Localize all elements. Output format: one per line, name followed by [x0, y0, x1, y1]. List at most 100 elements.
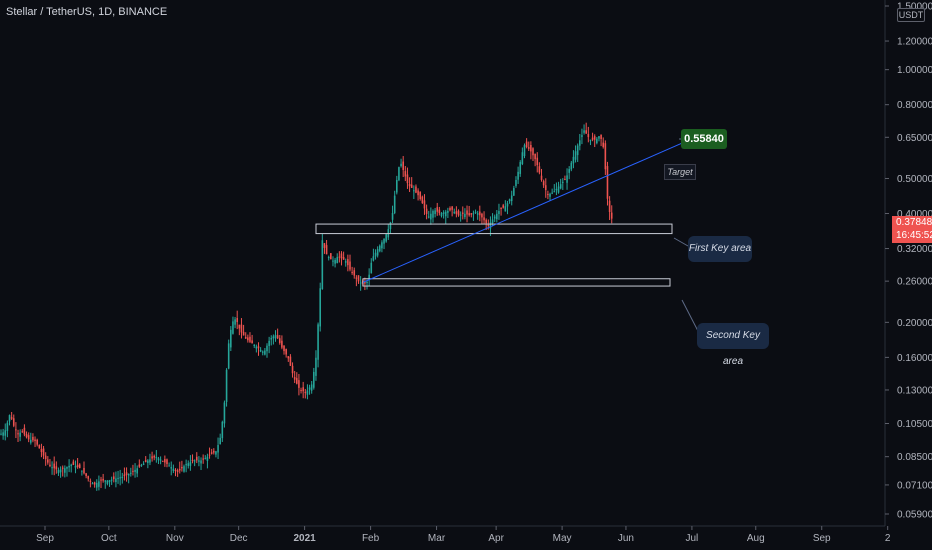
candle-body: [34, 439, 36, 441]
candle-body: [178, 468, 181, 471]
currency-badge[interactable]: USDT: [897, 8, 925, 22]
x-tick-label: Sep: [36, 533, 54, 544]
candle-body: [183, 466, 185, 472]
candle-body: [515, 179, 517, 186]
candle-body: [59, 469, 62, 473]
candle-body: [72, 461, 75, 465]
candle-body: [81, 470, 83, 472]
candle-body: [125, 472, 128, 476]
candle-body: [313, 371, 315, 388]
candle-body: [419, 191, 422, 199]
candle-body: [244, 336, 247, 339]
candle-body: [364, 281, 366, 284]
second-key-area-label[interactable]: Second Key area: [697, 323, 769, 367]
candle-body: [202, 458, 204, 460]
candle-body: [83, 467, 85, 474]
second-key-callout-line: [681, 299, 700, 334]
candle-body: [89, 480, 92, 482]
candle-body: [4, 430, 7, 436]
candle-body: [238, 324, 241, 329]
candle-body: [402, 161, 404, 170]
candle-body: [442, 212, 445, 214]
candle-body: [547, 193, 549, 195]
y-tick-label: 0.50000: [897, 174, 932, 185]
candle-body: [247, 337, 249, 341]
candle-body: [195, 456, 198, 461]
candle-body: [53, 463, 55, 469]
target-label[interactable]: Target: [664, 164, 696, 180]
y-tick-label: 0.80000: [897, 100, 932, 111]
candle-body: [36, 439, 38, 445]
candle-body: [261, 351, 264, 353]
candle-body: [93, 482, 96, 485]
candle-body: [600, 134, 602, 139]
candle-body: [142, 463, 145, 465]
candle-body: [240, 324, 243, 333]
first-key-area-label[interactable]: First Key area: [688, 236, 752, 262]
candle-body: [572, 156, 575, 164]
candle-body: [413, 190, 415, 192]
price-axis[interactable]: 1.50000 1.20000 1.00000 0.80000 0.65000 0.500…: [885, 2, 932, 521]
candle-body: [306, 390, 309, 395]
x-tick-label: Apr: [488, 533, 504, 544]
candle-body: [155, 456, 158, 459]
candle-body: [447, 210, 449, 213]
candle-body: [606, 166, 609, 199]
target-price-badge[interactable]: 0.55840: [681, 129, 727, 149]
candle-body: [257, 346, 260, 349]
candle-body: [198, 460, 200, 462]
candle-body: [49, 464, 51, 467]
candle-body: [496, 213, 498, 220]
candle-body: [372, 256, 375, 261]
candle-body: [189, 462, 192, 466]
candle-body: [147, 460, 149, 463]
candle-body: [151, 456, 153, 459]
candle-body: [383, 238, 385, 244]
candle-body: [398, 167, 400, 181]
candle-body: [225, 369, 228, 402]
candle-body: [272, 336, 275, 339]
candle-body: [213, 450, 215, 453]
candle-body: [359, 282, 362, 284]
candle-body: [338, 256, 341, 258]
candle-body: [51, 467, 53, 469]
candle-body: [321, 240, 324, 290]
candle-body: [315, 357, 317, 376]
candle-body: [470, 213, 473, 215]
candle-body: [327, 257, 330, 259]
candle-body: [68, 465, 70, 468]
candle-body: [410, 184, 413, 188]
candle-body: [604, 143, 607, 170]
candle-body: [76, 464, 79, 467]
candle-body: [221, 421, 224, 439]
candle-body: [510, 195, 513, 202]
candle-body: [425, 208, 428, 214]
candle-body: [404, 171, 407, 177]
candle-body: [534, 153, 536, 160]
candle-body: [317, 324, 319, 360]
x-tick-label: Jul: [686, 533, 699, 544]
candle-body: [551, 192, 553, 194]
candle-body: [330, 253, 332, 260]
time-axis[interactable]: Sep Oct Nov Dec 2021 Feb Mar Apr May Jun Jul Aug Sep…: [36, 526, 891, 544]
candle-body: [538, 166, 541, 173]
candle-body: [208, 454, 211, 456]
candle-body: [598, 136, 600, 139]
candle-body: [27, 435, 30, 440]
y-tick-label: 0.08500: [897, 452, 932, 463]
symbol-title: Stellar / TetherUS, 1D, BINANCE: [6, 6, 168, 18]
candle-body: [342, 257, 345, 260]
candle-body: [508, 199, 511, 202]
candle-body: [393, 195, 396, 213]
candle-body: [289, 356, 292, 366]
candle-body: [519, 162, 522, 174]
candle-body: [57, 470, 60, 474]
candle-body: [570, 162, 573, 170]
candle-body: [389, 222, 392, 230]
candle-body: [100, 479, 102, 481]
first-key-area-zone: [315, 223, 673, 235]
candle-body: [264, 350, 266, 355]
candle-body: [355, 277, 358, 279]
